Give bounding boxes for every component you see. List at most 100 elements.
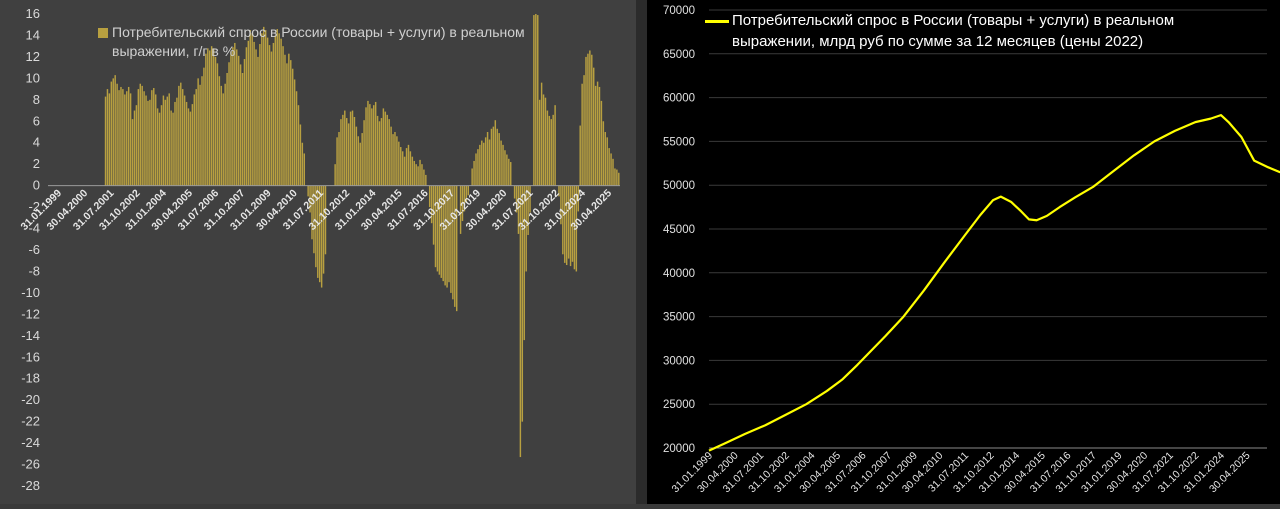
y-tick-label: -20	[21, 392, 40, 407]
bar	[398, 141, 400, 186]
bar	[407, 144, 410, 186]
bar	[386, 114, 388, 186]
bar	[122, 89, 124, 186]
bar	[596, 81, 599, 186]
bar	[450, 185, 452, 293]
bar	[598, 86, 601, 186]
bar	[311, 185, 313, 240]
bar	[131, 119, 134, 186]
bar	[288, 53, 290, 186]
bar	[459, 185, 462, 234]
bar	[226, 73, 228, 186]
bar	[272, 42, 275, 186]
bar	[347, 123, 350, 186]
bar	[243, 59, 246, 186]
bar	[486, 132, 489, 186]
bar	[187, 108, 190, 186]
bar	[344, 110, 346, 186]
y-tick-label: -2	[28, 199, 40, 214]
bar	[237, 55, 240, 186]
bar	[440, 185, 442, 278]
bar	[180, 82, 182, 186]
bar	[610, 153, 612, 186]
bar	[562, 185, 564, 255]
bar	[392, 134, 394, 186]
bar	[158, 112, 161, 186]
bar	[189, 111, 192, 186]
bar	[434, 185, 437, 268]
bar	[313, 185, 315, 254]
bar	[315, 185, 317, 268]
y-tick-label: -18	[21, 371, 40, 386]
bar	[475, 153, 477, 186]
bar	[174, 101, 176, 186]
bar	[502, 144, 504, 186]
bar	[201, 76, 203, 186]
bar	[280, 38, 282, 186]
bar	[538, 99, 541, 186]
x-tick-labels: 31.01.199930.04.200031.07.200131.10.2002…	[669, 450, 1252, 496]
bar	[540, 82, 543, 186]
bar	[585, 56, 587, 186]
bar	[558, 185, 560, 197]
bar	[355, 126, 358, 186]
bar	[365, 107, 367, 186]
bar	[257, 56, 259, 186]
bar-chart: 16 14 12 10 8 6 4 2 0 -2 -4 -6 -8 -10 -12 -14 -16 -18 -20 -…	[18, 6, 620, 493]
y-tick-label: 35000	[663, 312, 695, 324]
bar	[506, 154, 508, 186]
bar	[317, 185, 319, 278]
y-tick-label: 65000	[663, 49, 695, 61]
bar	[581, 83, 583, 186]
bar	[479, 144, 481, 186]
bar	[494, 120, 497, 186]
bar	[322, 185, 325, 274]
bar	[423, 169, 425, 186]
bar	[178, 85, 180, 186]
bar	[417, 166, 419, 186]
bar	[500, 140, 502, 186]
bar	[600, 100, 603, 186]
bar	[591, 54, 593, 186]
bar	[228, 62, 230, 186]
bar	[338, 132, 340, 186]
bar	[471, 168, 473, 186]
bar	[241, 73, 244, 186]
bar	[504, 150, 506, 186]
bar	[421, 164, 423, 186]
bar	[390, 126, 392, 186]
bar	[517, 185, 520, 234]
bar	[508, 158, 510, 186]
bar	[336, 137, 338, 186]
bar	[168, 93, 170, 186]
bar	[276, 29, 278, 186]
bar	[293, 79, 296, 186]
bar	[498, 133, 500, 186]
y-tick-label: 55000	[663, 136, 695, 148]
bar	[579, 125, 581, 186]
bar	[143, 91, 145, 186]
bar	[614, 168, 616, 186]
bar	[253, 41, 255, 186]
y-tick-label: 20000	[663, 443, 695, 455]
bar	[118, 90, 120, 186]
bar	[463, 185, 466, 212]
bar	[284, 54, 286, 186]
bar	[234, 42, 236, 186]
line-chart-panel: 70000 65000 60000 55000 50000 45000 40000 35000…	[647, 0, 1280, 504]
bar	[261, 33, 263, 186]
bar	[166, 96, 168, 186]
bar	[527, 185, 529, 235]
bar	[156, 108, 159, 186]
bar	[255, 49, 257, 186]
bar	[432, 185, 435, 245]
bar	[565, 185, 568, 266]
bar	[438, 185, 441, 275]
bar	[380, 118, 383, 186]
y-tick-label: 8	[33, 92, 40, 107]
bar	[351, 110, 354, 186]
y-tick-label: 30000	[663, 355, 695, 367]
bar	[199, 84, 201, 186]
bar	[286, 63, 288, 186]
bar	[236, 49, 238, 186]
